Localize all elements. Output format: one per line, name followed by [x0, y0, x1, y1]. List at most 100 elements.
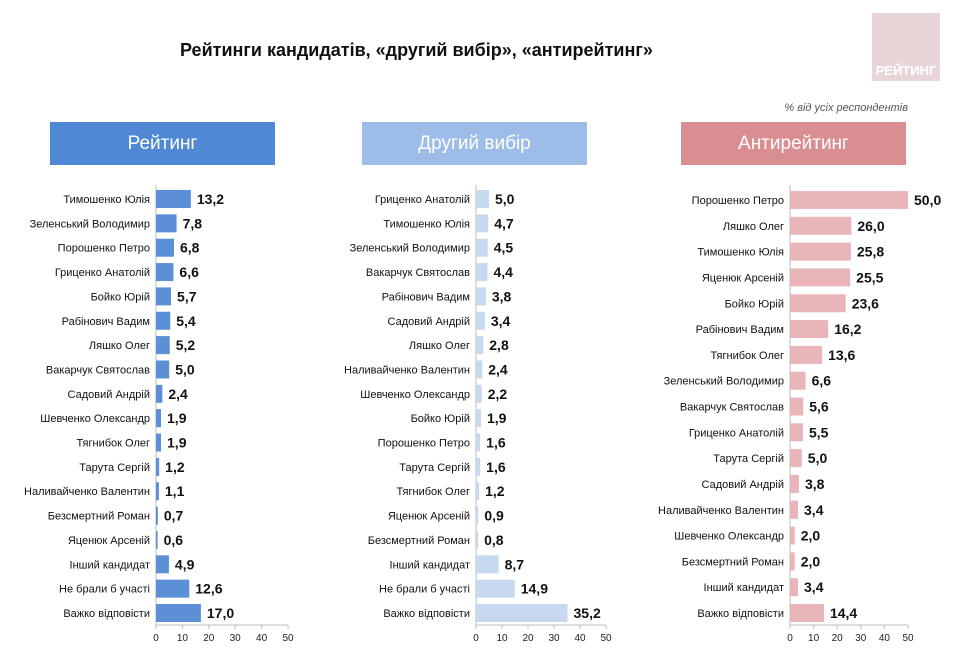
bar — [790, 242, 851, 261]
x-tick-label: 40 — [574, 633, 586, 644]
bar — [156, 555, 169, 574]
x-tick-label: 10 — [808, 633, 820, 644]
x-tick-label: 0 — [473, 633, 479, 644]
data-label: 26,0 — [857, 218, 884, 234]
bar — [156, 360, 170, 379]
x-tick-label: 40 — [256, 633, 268, 644]
data-label: 13,6 — [828, 347, 855, 363]
category-label: Важко відповісти — [383, 608, 470, 620]
x-tick-label: 50 — [600, 633, 612, 644]
category-label: Порошенко Петро — [692, 195, 784, 207]
bar — [476, 409, 481, 428]
data-label: 1,2 — [485, 483, 505, 499]
bar — [156, 214, 177, 233]
bar — [156, 384, 163, 403]
data-label: 1,9 — [167, 435, 187, 451]
category-label: Бойко Юрій — [411, 413, 470, 425]
category-label: Гриценко Анатолій — [375, 194, 470, 206]
category-label: Яценюк Арсеній — [68, 535, 150, 547]
bar — [790, 526, 795, 545]
bar — [476, 482, 480, 501]
data-label: 1,6 — [486, 435, 506, 451]
data-label: 12,6 — [195, 581, 222, 597]
x-tick-label: 30 — [855, 633, 867, 644]
page-title: Рейтинги кандидатів, «другий вибір», «ан… — [180, 40, 653, 60]
bar — [156, 482, 159, 501]
x-tick-label: 10 — [177, 633, 189, 644]
data-label: 6,6 — [812, 373, 832, 389]
data-label: 14,4 — [830, 605, 857, 621]
category-label: Вакарчук Святослав — [46, 364, 150, 376]
bar — [790, 423, 803, 442]
category-label: Інший кандидат — [390, 559, 470, 571]
category-label: Інший кандидат — [704, 582, 784, 594]
data-label: 14,9 — [521, 581, 548, 597]
bar — [476, 604, 568, 622]
bar — [156, 506, 158, 525]
bar — [476, 506, 479, 525]
bar — [476, 190, 489, 208]
x-tick-label: 30 — [548, 633, 560, 644]
data-label: 2,4 — [168, 386, 188, 402]
data-label: 5,7 — [177, 288, 197, 304]
bar — [156, 530, 158, 549]
category-label: Тарута Сергій — [399, 462, 470, 474]
bar — [156, 457, 160, 476]
category-label: Тягнибок Олег — [76, 438, 150, 450]
category-label: Важко відповісти — [697, 608, 784, 620]
data-label: 2,0 — [801, 553, 821, 569]
bar — [476, 530, 479, 549]
data-label: 5,0 — [808, 450, 828, 466]
bar — [790, 474, 799, 493]
category-label: Рабінович Вадим — [696, 324, 784, 336]
category-label: Садовий Андрій — [68, 389, 150, 401]
category-label: Наливайченко Валентин — [658, 505, 784, 517]
bar — [476, 384, 482, 403]
bar — [156, 409, 162, 428]
data-label: 5,6 — [809, 399, 829, 415]
category-label: Шевченко Олександр — [360, 389, 470, 401]
category-label: Тарута Сергій — [713, 453, 784, 465]
header-second-choice: Другий вибір — [362, 122, 587, 165]
data-label: 2,8 — [489, 337, 509, 353]
data-label: 23,6 — [852, 295, 879, 311]
bar — [156, 579, 190, 598]
category-label: Наливайченко Валентин — [344, 364, 470, 376]
bar — [476, 263, 488, 282]
bar — [790, 320, 829, 339]
data-label: 3,4 — [804, 502, 824, 518]
bar — [790, 371, 806, 390]
bar — [156, 336, 170, 355]
data-label: 25,8 — [857, 244, 884, 260]
x-tick-label: 40 — [879, 633, 891, 644]
bar — [156, 263, 174, 282]
data-label: 3,4 — [804, 579, 824, 595]
data-label: 4,4 — [493, 264, 513, 280]
category-label: Яценюк Арсеній — [388, 511, 470, 523]
category-label: Вакарчук Святослав — [680, 402, 784, 414]
data-label: 0,7 — [164, 508, 184, 524]
category-label: Ляшко Олег — [723, 221, 784, 233]
bar — [476, 457, 481, 476]
bar — [790, 500, 799, 519]
data-label: 2,0 — [801, 528, 821, 544]
category-label: Важко відповісти — [63, 608, 150, 620]
bar — [476, 336, 484, 355]
category-label: Гриценко Анатолій — [55, 267, 150, 279]
data-label: 35,2 — [574, 605, 601, 621]
x-tick-label: 50 — [902, 633, 914, 644]
category-label: Тимошенко Юлія — [63, 194, 150, 206]
bar — [790, 578, 799, 597]
category-label: Порошенко Петро — [378, 438, 470, 450]
bar — [476, 555, 499, 574]
category-label: Гриценко Анатолій — [689, 427, 784, 439]
x-tick-label: 20 — [522, 633, 534, 644]
bar — [476, 579, 515, 598]
data-label: 5,0 — [175, 361, 195, 377]
data-label: 5,4 — [176, 313, 196, 329]
bar — [156, 433, 162, 452]
category-label: Вакарчук Святослав — [366, 267, 470, 279]
category-label: Не брали б участі — [59, 584, 150, 596]
